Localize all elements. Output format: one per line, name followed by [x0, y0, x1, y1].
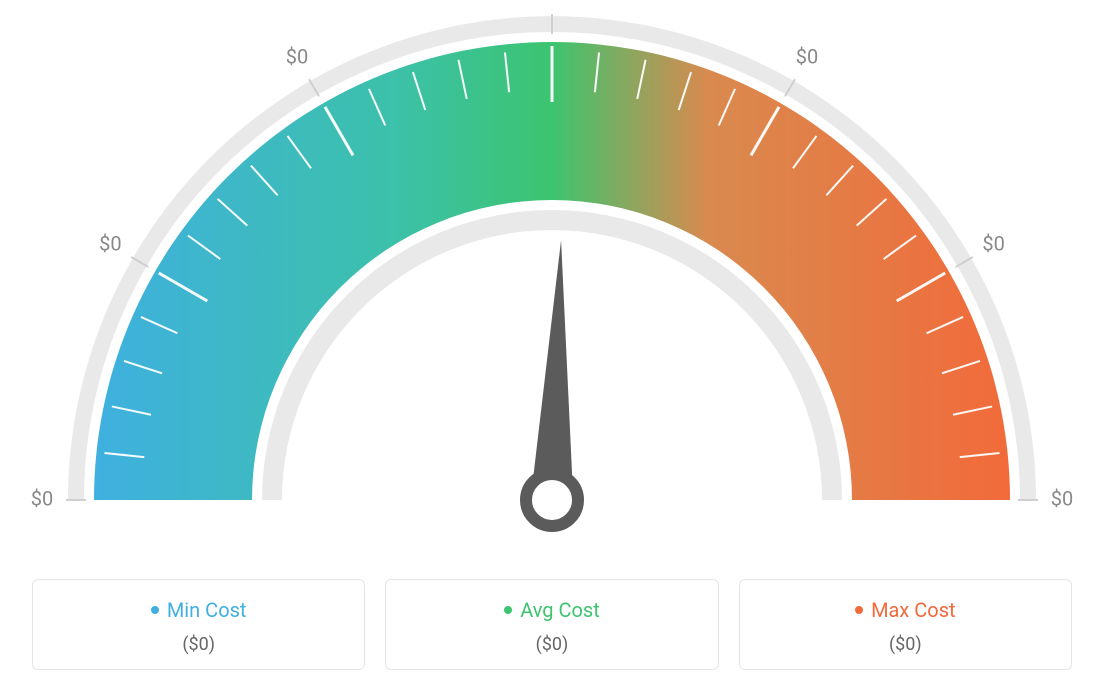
legend-label-avg: Avg Cost [520, 598, 600, 622]
legend-dot-max [855, 606, 863, 614]
legend-label-max: Max Cost [871, 598, 956, 622]
svg-text:$0: $0 [796, 45, 818, 69]
legend-title-avg: Avg Cost [504, 598, 600, 622]
svg-text:$0: $0 [99, 231, 121, 255]
legend-card-avg: Avg Cost ($0) [385, 579, 718, 670]
svg-text:$0: $0 [1051, 486, 1073, 510]
legend-value-min: ($0) [43, 634, 354, 655]
legend-title-max: Max Cost [855, 598, 956, 622]
svg-text:$0: $0 [982, 231, 1004, 255]
svg-text:$0: $0 [31, 486, 53, 510]
legend-title-min: Min Cost [151, 598, 247, 622]
legend-label-min: Min Cost [167, 598, 247, 622]
legend-value-max: ($0) [750, 634, 1061, 655]
legend-dot-avg [504, 606, 512, 614]
legend-card-max: Max Cost ($0) [739, 579, 1072, 670]
svg-text:$0: $0 [286, 45, 308, 69]
legend-card-min: Min Cost ($0) [32, 579, 365, 670]
gauge-chart: $0$0$0$0$0$0$0 [0, 0, 1104, 560]
gauge-container: $0$0$0$0$0$0$0 [0, 0, 1104, 560]
legend-dot-min [151, 606, 159, 614]
legend-value-avg: ($0) [396, 634, 707, 655]
legend-row: Min Cost ($0) Avg Cost ($0) Max Cost ($0… [32, 579, 1072, 670]
